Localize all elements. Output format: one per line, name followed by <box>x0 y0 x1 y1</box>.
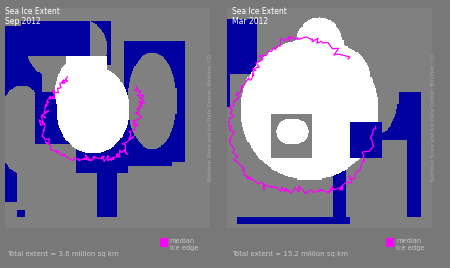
Text: National Snow and Ice Data Center, Boulder, CO: National Snow and Ice Data Center, Bould… <box>208 54 213 181</box>
Text: Sea Ice Extent
Sep 2012: Sea Ice Extent Sep 2012 <box>5 7 60 26</box>
Text: Total extent = 15.2 million sq km: Total extent = 15.2 million sq km <box>232 251 348 257</box>
Text: median
ice edge: median ice edge <box>396 238 424 251</box>
Text: median
ice edge: median ice edge <box>170 238 198 251</box>
Text: Sea Ice Extent
Mar 2012: Sea Ice Extent Mar 2012 <box>232 7 287 26</box>
Text: National Snow and Ice Data Center, Boulder, CO: National Snow and Ice Data Center, Bould… <box>431 54 436 181</box>
Text: Total extent = 3.6 million sq km: Total extent = 3.6 million sq km <box>7 251 119 257</box>
